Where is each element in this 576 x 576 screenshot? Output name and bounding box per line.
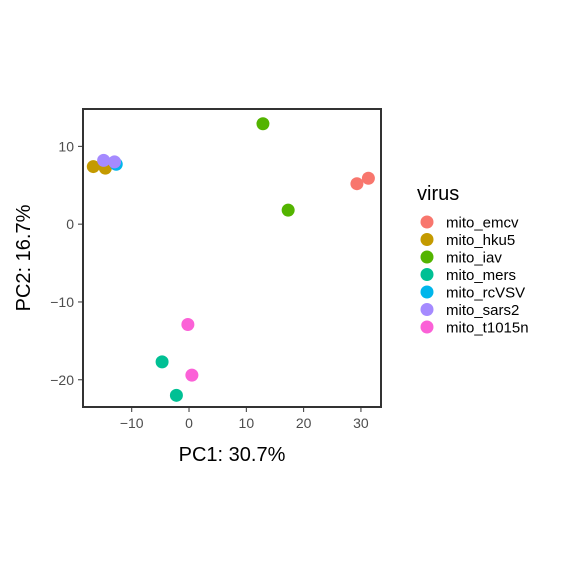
x-axis: −10 0 10 20 30 <box>120 407 369 431</box>
x-tick-label: 20 <box>296 415 312 431</box>
x-axis-title: PC1: 30.7% <box>179 444 286 466</box>
x-tick-label: 30 <box>353 415 369 431</box>
legend-title: virus <box>417 183 459 205</box>
x-tick-label: 0 <box>185 415 193 431</box>
plot-panel-border <box>82 108 382 408</box>
legend-label-mito_t1015n: mito_t1015n <box>446 320 529 337</box>
legend-label-mito_rcVSV: mito_rcVSV <box>446 285 525 302</box>
y-tick-label: 0 <box>66 216 74 232</box>
data-point-mito_mers-0 <box>155 355 169 369</box>
data-point-mito_hku5-0 <box>86 160 100 174</box>
legend-label-mito_emcv: mito_emcv <box>446 215 519 232</box>
y-tick-label: 10 <box>58 138 74 154</box>
data-point-mito_emcv-0 <box>350 177 364 191</box>
y-axis-title: PC2: 16.7% <box>13 204 35 311</box>
legend-key-mito_rcVSV <box>420 285 434 299</box>
legend-label-mito_mers: mito_mers <box>446 267 516 284</box>
data-point-mito_t1015n-0 <box>181 318 195 332</box>
legend-key-mito_t1015n <box>420 320 434 334</box>
legend: virus mito_emcvmito_hku5mito_iavmito_mer… <box>417 183 529 337</box>
y-tick-label: −10 <box>50 294 74 310</box>
data-point-mito_iav-0 <box>256 117 270 131</box>
data-point-mito_t1015n-1 <box>185 368 199 382</box>
legend-key-mito_iav <box>420 250 434 264</box>
data-points <box>86 117 375 402</box>
legend-label-mito_iav: mito_iav <box>446 250 502 267</box>
data-point-mito_iav-1 <box>281 203 295 217</box>
legend-key-mito_mers <box>420 268 434 281</box>
data-point-mito_sars2-0 <box>97 153 111 167</box>
x-tick-label: 10 <box>239 415 255 431</box>
data-point-mito_sars2-1 <box>108 155 122 169</box>
legend-label-mito_sars2: mito_sars2 <box>446 302 519 319</box>
legend-key-mito_emcv <box>420 215 434 229</box>
legend-key-mito_hku5 <box>420 233 434 246</box>
legend-label-mito_hku5: mito_hku5 <box>446 232 515 249</box>
x-tick-label: −10 <box>120 415 144 431</box>
y-axis: 10 0 −10 −20 <box>50 138 83 388</box>
y-tick-label: −20 <box>50 372 74 388</box>
data-point-mito_emcv-1 <box>361 171 375 185</box>
legend-key-mito_sars2 <box>420 303 434 316</box>
data-point-mito_mers-1 <box>169 388 183 402</box>
